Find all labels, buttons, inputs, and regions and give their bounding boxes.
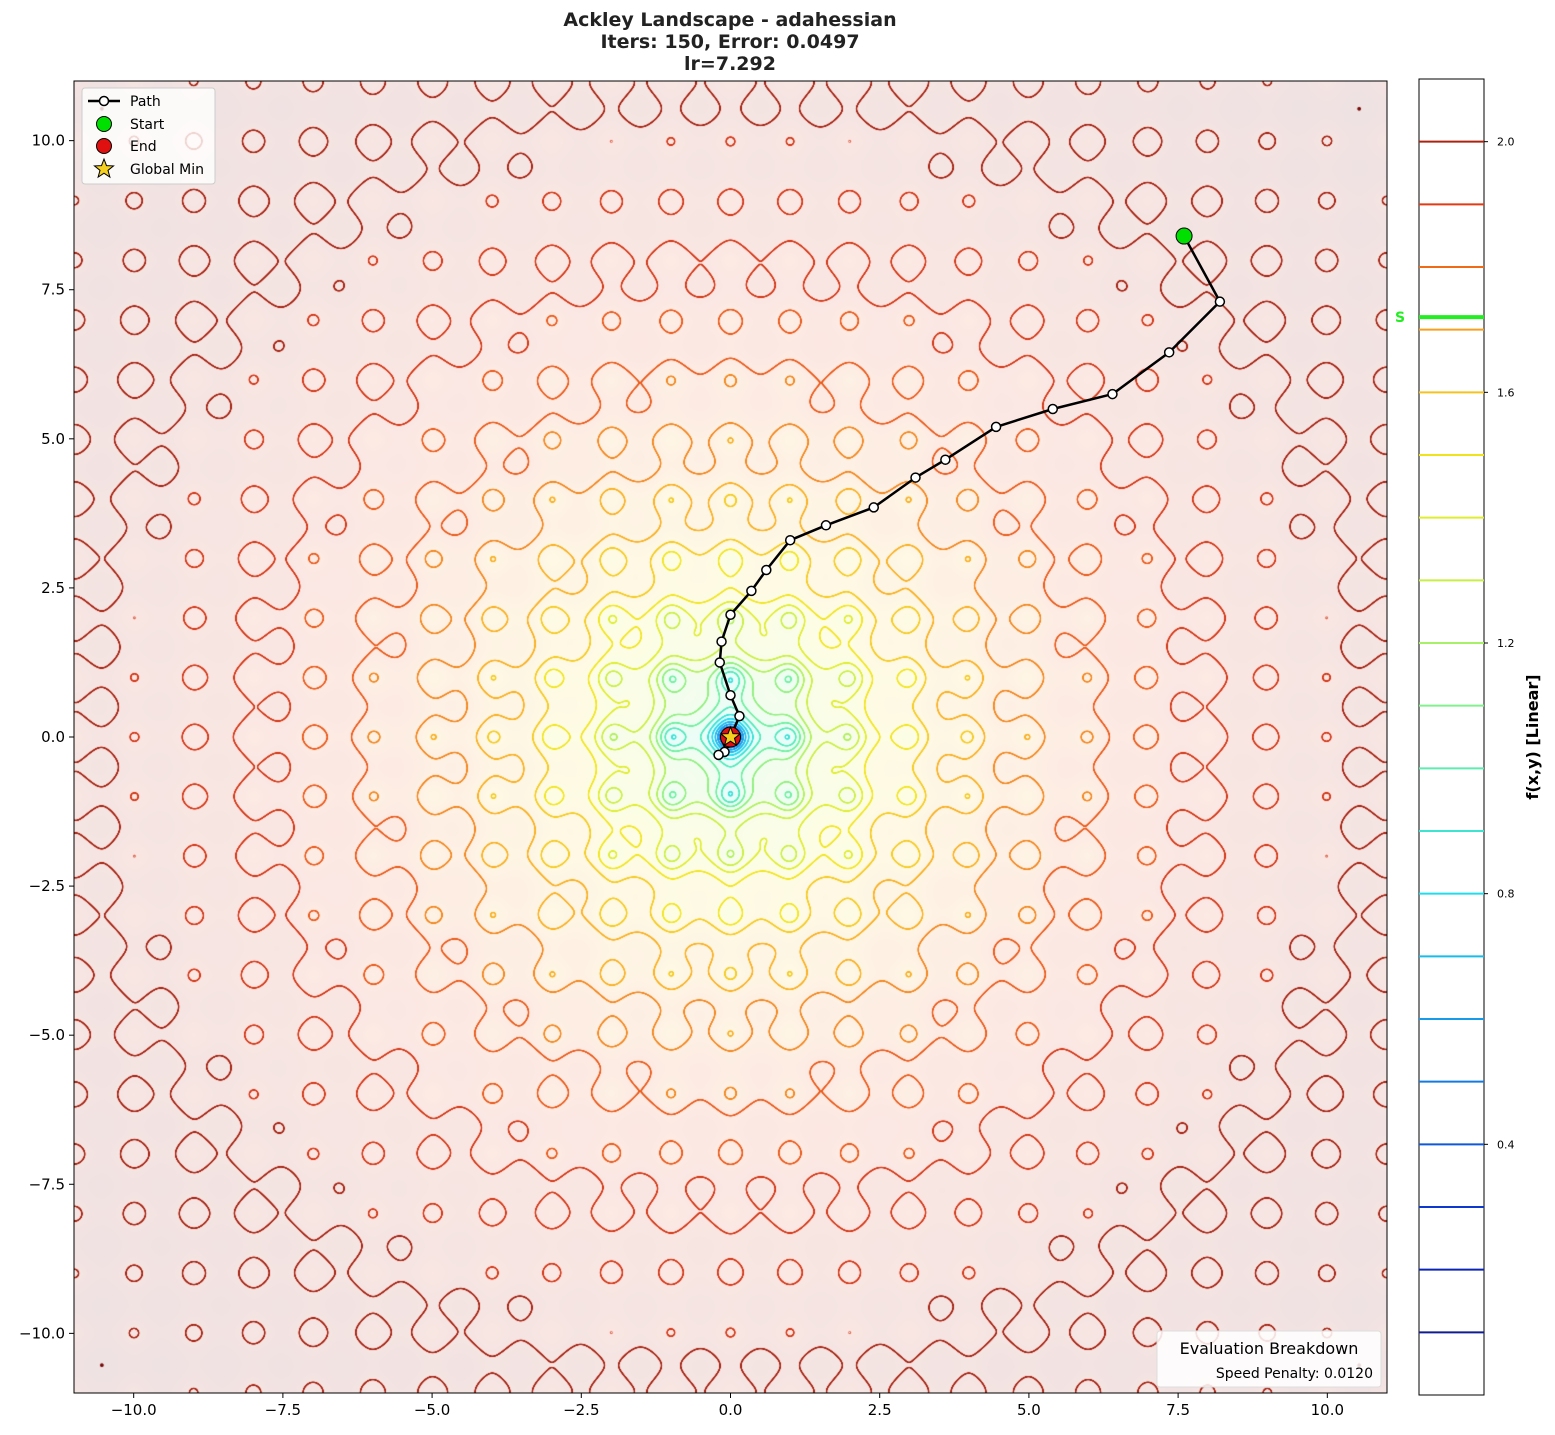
y-tick-label: 5.0 <box>41 430 65 448</box>
y-tick-label: 0.0 <box>41 728 65 746</box>
legend-label-end: End <box>130 139 157 155</box>
y-tick-label: −5.0 <box>29 1026 65 1044</box>
evaluation-breakdown-box: Evaluation Breakdown Speed Penalty: 0.01… <box>1156 1330 1382 1388</box>
path-point <box>1107 388 1118 400</box>
title-line-1: Ackley Landscape - adahessian <box>563 9 896 31</box>
global-min-marker <box>719 725 742 747</box>
path-point <box>1047 403 1059 415</box>
path-point <box>910 472 921 483</box>
path-point <box>761 564 772 576</box>
y-axis: 10.0 7.5 5.0 2.5 0.0 −2.5 −5.0 −7.5 −10.0 <box>19 132 74 1342</box>
colorbar-tick-label: 1.6 <box>1497 386 1515 399</box>
x-tick-label: 0.0 <box>719 1401 743 1419</box>
x-tick-label: 7.5 <box>1166 1401 1190 1419</box>
path-line <box>717 235 1222 757</box>
path-point <box>725 609 736 620</box>
path-point <box>990 421 1002 433</box>
y-tick-label: −7.5 <box>29 1175 65 1193</box>
y-tick-label: 7.5 <box>41 281 65 299</box>
path-point <box>746 585 757 597</box>
colorbar-tick-label: 1.2 <box>1497 637 1515 650</box>
path-point <box>940 454 951 465</box>
x-tick-label: 10.0 <box>1311 1401 1344 1419</box>
start-marker <box>1175 227 1193 245</box>
colorbar-tick-label: 0.4 <box>1497 1138 1515 1151</box>
evaluation-title: Evaluation Breakdown <box>1180 1339 1359 1358</box>
legend-label-path: Path <box>130 94 161 110</box>
title-line-2: Iters: 150, Error: 0.0497 <box>600 31 859 53</box>
colorbar-ticks: 2.0 1.6 1.2 0.8 0.4 <box>1484 136 1515 1151</box>
y-tick-label: 2.5 <box>41 579 65 597</box>
path-point <box>820 520 832 531</box>
y-tick-label: 10.0 <box>32 132 65 150</box>
colorbar-tick-label: 0.8 <box>1497 888 1515 901</box>
legend-label-global-min: Global Min <box>130 162 204 178</box>
path-point <box>734 710 745 722</box>
x-tick-label: −7.5 <box>265 1401 301 1419</box>
colorbar-success-marker: S <box>1395 310 1405 326</box>
x-tick-label: −2.5 <box>563 1401 599 1419</box>
evaluation-box-bg <box>1156 1330 1382 1388</box>
path-point <box>868 502 879 513</box>
evaluation-speed-penalty: Speed Penalty: 0.0120 <box>1216 1366 1373 1382</box>
legend-label-start: Start <box>130 117 165 133</box>
path-point <box>713 749 724 761</box>
legend-box <box>81 87 216 185</box>
colorbar-tick-label: 2.0 <box>1497 136 1515 149</box>
y-tick-label: −10.0 <box>19 1324 65 1342</box>
x-tick-label: −10.0 <box>111 1401 157 1419</box>
y-tick-label: −2.5 <box>29 877 65 895</box>
legend: Path Start End Global Min <box>81 87 216 185</box>
legend-start-marker <box>96 116 112 132</box>
x-tick-label: −5.0 <box>414 1401 450 1419</box>
x-tick-label: 2.5 <box>868 1401 892 1419</box>
colorbar-level-lines <box>1419 140 1484 1334</box>
figure-title: Ackley Landscape - adahessian Iters: 150… <box>563 9 896 75</box>
path-point <box>784 534 796 546</box>
path-point <box>725 690 736 701</box>
markers <box>719 227 1193 748</box>
path-point <box>714 657 726 668</box>
x-tick-label: 5.0 <box>1017 1401 1041 1419</box>
path-point <box>1163 347 1175 358</box>
x-axis: −10.0 −7.5 −5.0 −2.5 0.0 2.5 5.0 7.5 10.0 <box>111 1393 1344 1419</box>
path-point <box>716 636 727 647</box>
legend-path-marker <box>98 95 110 107</box>
legend-global-min-star <box>93 157 115 179</box>
colorbar-frame <box>1418 78 1485 1396</box>
colorbar: 2.0 1.6 1.2 0.8 0.4 S f(x,y) [Linear] <box>1395 78 1542 1396</box>
legend-end-marker <box>96 138 112 154</box>
title-line-3: lr=7.292 <box>684 53 776 75</box>
colorbar-label: f(x,y) [Linear] <box>1523 674 1542 799</box>
path-point <box>1214 296 1226 307</box>
plot-area <box>73 80 1388 1394</box>
